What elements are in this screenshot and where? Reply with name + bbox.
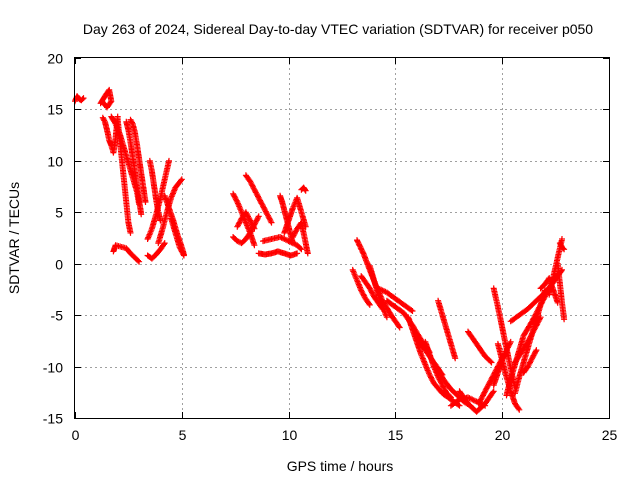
data-point-marker — [512, 314, 544, 366]
data-series — [144, 157, 172, 242]
data-series — [260, 234, 305, 253]
data-point-marker — [298, 184, 309, 194]
x-axis-label: GPS time / hours — [287, 458, 394, 474]
y-axis-label: SDTVAR / TECUs — [6, 182, 22, 294]
data-point-marker — [168, 215, 187, 259]
data-point-marker — [234, 209, 258, 232]
tick-layer: 0 5 10 15 20 25 -15 -10 -5 0 5 10 15 20 — [43, 51, 618, 444]
data-series — [435, 297, 459, 362]
data-series — [144, 240, 168, 262]
x-tick-label: 5 — [179, 427, 187, 443]
data-point-marker — [123, 118, 145, 218]
y-tick-label: 15 — [47, 102, 63, 118]
data-series — [520, 347, 540, 376]
data-point-marker — [520, 347, 540, 376]
y-tick-label: -5 — [51, 308, 64, 324]
data-series — [234, 209, 258, 232]
data-point-marker — [110, 242, 143, 265]
data-series — [465, 328, 495, 366]
y-tick-label: 5 — [55, 205, 63, 221]
y-tick-label: -15 — [43, 411, 63, 427]
data-series — [556, 240, 568, 253]
data-series — [97, 86, 115, 111]
data-point-marker — [465, 328, 495, 366]
x-tick-label: 25 — [602, 427, 618, 443]
data-series — [298, 184, 309, 194]
data-point-marker — [490, 338, 514, 389]
data-point-marker — [127, 116, 149, 205]
data-point-marker — [556, 240, 568, 253]
x-tick-label: 10 — [282, 427, 298, 443]
y-tick-label: 20 — [47, 51, 63, 67]
data-series — [490, 338, 514, 389]
data-point-marker — [242, 172, 275, 226]
data-point-marker — [144, 240, 168, 262]
data-series — [110, 242, 143, 265]
data-point-marker — [289, 219, 311, 257]
data-point-marker — [456, 388, 497, 415]
data-point-marker — [554, 260, 568, 323]
data-point-marker — [260, 234, 305, 253]
data-point-marker — [114, 116, 134, 236]
y-tick-label: 10 — [47, 154, 63, 170]
data-series — [127, 116, 149, 205]
chart-title: Day 263 of 2024, Sidereal Day-to-day VTE… — [83, 21, 593, 37]
data-layer — [72, 86, 568, 415]
x-tick-label: 15 — [388, 427, 404, 443]
data-series — [512, 314, 544, 366]
data-series — [375, 285, 416, 314]
data-series — [554, 260, 568, 323]
plot-frame — [74, 57, 610, 419]
data-series — [349, 266, 373, 308]
data-point-marker — [255, 248, 301, 259]
data-series — [281, 194, 309, 236]
data-series — [255, 248, 301, 259]
data-series — [242, 172, 275, 226]
y-tick-label: -10 — [43, 360, 63, 376]
data-series — [289, 219, 311, 257]
data-point-marker — [435, 297, 459, 362]
data-point-marker — [349, 266, 373, 308]
data-series — [123, 118, 145, 218]
data-point-marker — [281, 194, 309, 236]
data-series — [168, 215, 187, 259]
x-tick-label: 0 — [72, 427, 80, 443]
data-point-marker — [144, 157, 172, 242]
data-series — [114, 116, 134, 236]
x-tick-label: 20 — [495, 427, 511, 443]
data-point-marker — [375, 285, 416, 314]
data-series — [456, 388, 497, 415]
data-point-marker — [97, 86, 115, 111]
y-tick-label: 0 — [55, 257, 63, 273]
